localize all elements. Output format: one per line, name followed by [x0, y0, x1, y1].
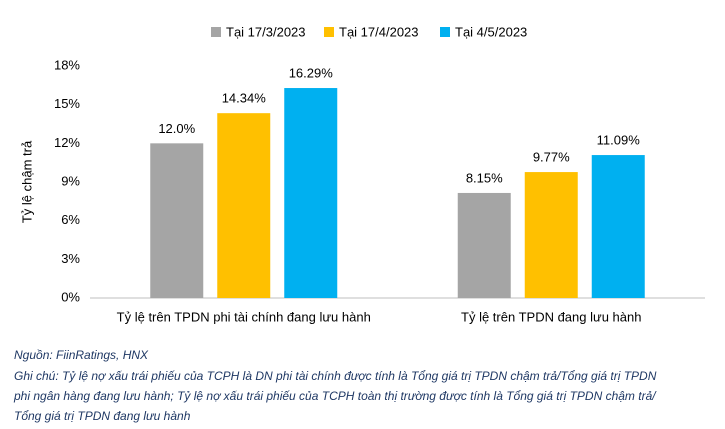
legend-label: Tại 17/3/2023	[226, 24, 306, 39]
legend-label: Tại 4/5/2023	[455, 24, 527, 39]
bar	[150, 143, 204, 298]
value-label: 16.29%	[289, 65, 334, 80]
legend-swatch	[211, 27, 221, 37]
value-label: 14.34%	[222, 91, 267, 106]
value-label: 9.77%	[533, 150, 570, 165]
bar	[591, 155, 645, 298]
y-axis-label: Tỷ lệ chậm trả	[19, 140, 34, 223]
y-tick-label: 9%	[61, 173, 80, 188]
x-tick-label: Tỷ lệ trên TPDN đang lưu hành	[461, 309, 641, 324]
y-tick-label: 15%	[54, 96, 80, 111]
value-label: 8.15%	[466, 170, 503, 185]
legend-swatch	[324, 27, 334, 37]
value-label: 11.09%	[597, 132, 641, 147]
bar	[524, 172, 578, 298]
y-tick-label: 3%	[61, 251, 80, 266]
bar	[457, 192, 511, 298]
note-line: Tổng giá trị TPDN đang lưu hành	[14, 409, 191, 423]
bar	[217, 113, 271, 298]
y-tick-label: 6%	[61, 212, 80, 227]
note-line: phi ngân hàng đang lưu hành; Tỷ lệ nợ xấ…	[13, 389, 657, 403]
y-tick-label: 18%	[54, 57, 80, 72]
y-tick-label: 12%	[54, 135, 80, 150]
source: Nguồn: FiinRatings, HNX	[14, 348, 149, 362]
legend-label: Tại 17/4/2023	[339, 24, 419, 39]
x-tick-label: Tỷ lệ trên TPDN phi tài chính đang lưu h…	[117, 309, 371, 324]
bar	[284, 88, 338, 298]
legend-swatch	[440, 27, 450, 37]
note-line: Ghi chú: Tỷ lệ nợ xấu trái phiếu của TCP…	[14, 369, 657, 383]
y-tick-label: 0%	[61, 289, 80, 304]
value-label: 12.0%	[158, 121, 195, 136]
